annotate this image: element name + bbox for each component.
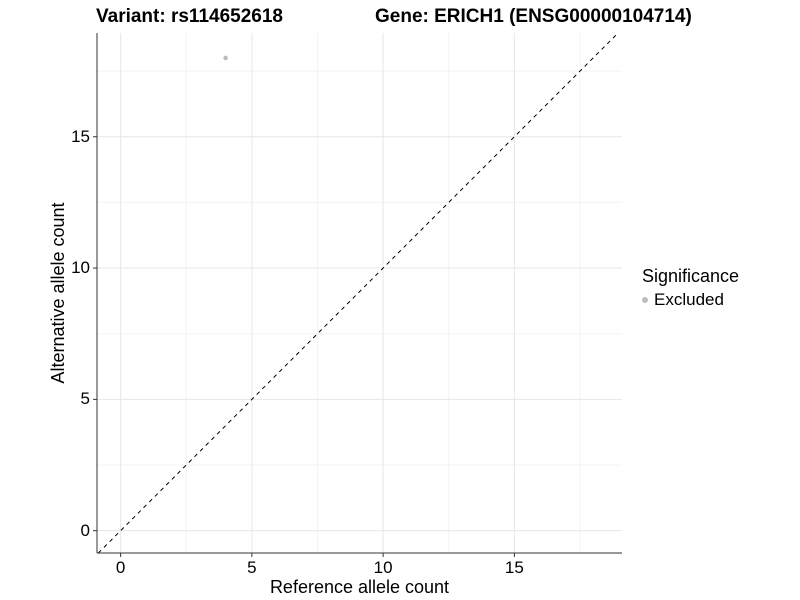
- x-tick-label: 5: [247, 558, 257, 577]
- y-tick-label: 10: [71, 258, 90, 278]
- x-tick-label: 10: [373, 558, 393, 577]
- legend-item-label: Excluded: [654, 290, 724, 309]
- x-tick-label: 15: [504, 558, 524, 577]
- plot-title-gene: Gene: ERICH1 (ENSG00000104714): [375, 6, 692, 27]
- y-axis-title: Alternative allele count: [48, 202, 68, 384]
- x-axis-title: Reference allele count: [269, 577, 450, 597]
- y-tick-label: 15: [71, 126, 90, 146]
- x-tick-label: 0: [115, 558, 126, 577]
- legend: Significance Excluded: [642, 266, 739, 310]
- plot-title-variant: Variant: rs114652618: [96, 6, 283, 27]
- y-tick-label: 0: [80, 520, 90, 540]
- legend-point-icon: [642, 297, 648, 303]
- identity-line: [97, 32, 619, 554]
- y-tick-label: 5: [80, 389, 90, 409]
- legend-title: Significance: [642, 266, 740, 286]
- data-point: [223, 55, 228, 61]
- legend-item-excluded: Excluded: [642, 290, 739, 310]
